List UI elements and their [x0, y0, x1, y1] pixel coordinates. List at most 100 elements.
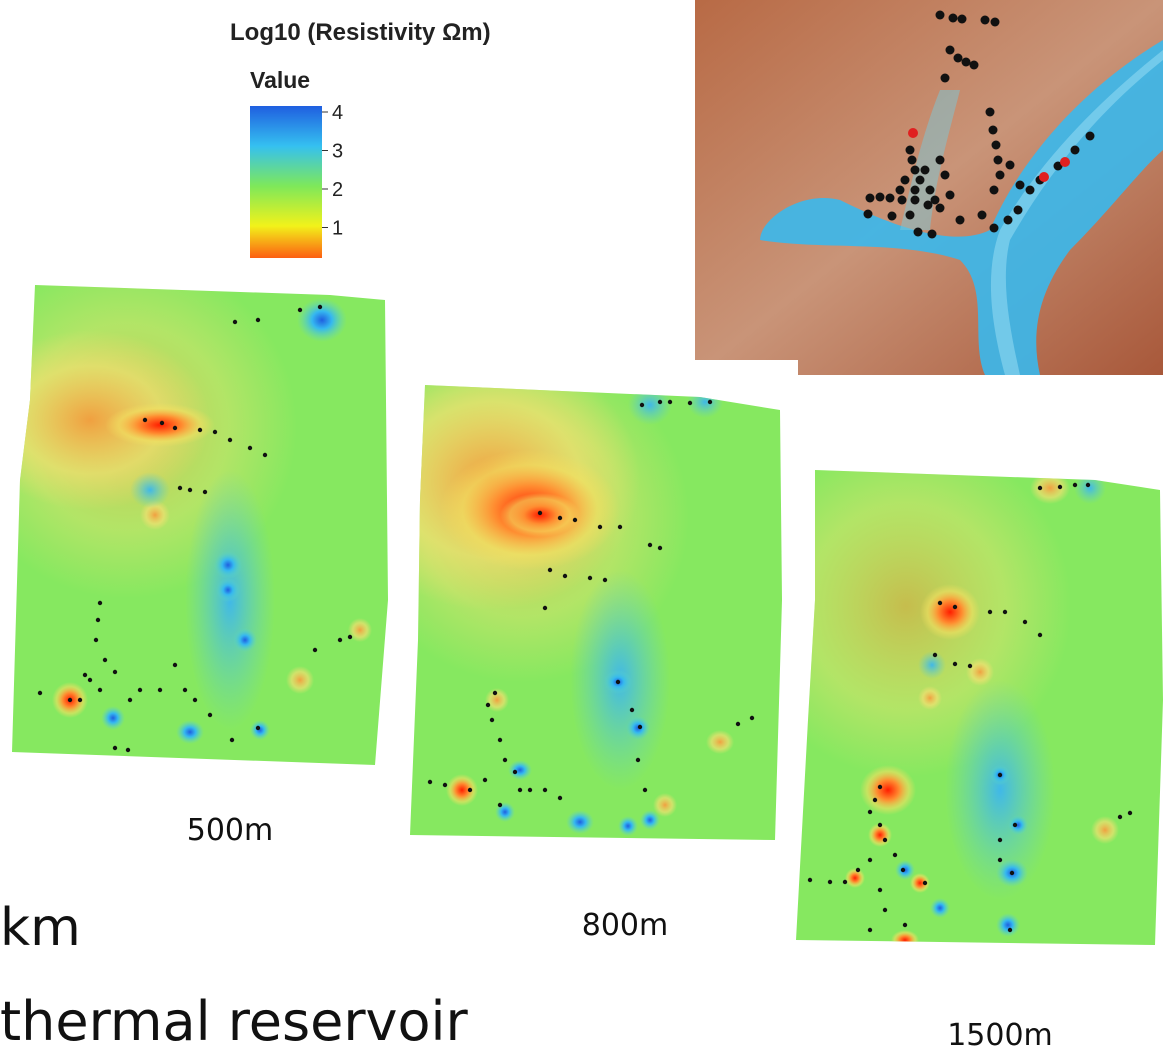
survey-point — [968, 664, 972, 668]
survey-point — [953, 662, 957, 666]
survey-point — [648, 543, 652, 547]
map-body — [0, 256, 392, 771]
survey-point — [138, 688, 142, 692]
survey-point — [956, 216, 965, 225]
survey-point — [158, 688, 162, 692]
color-bar — [250, 106, 322, 266]
survey-point — [1038, 633, 1042, 637]
survey-point — [1016, 181, 1025, 190]
legend-title: Log10 (Resistivity Ωm) — [230, 19, 491, 46]
survey-point — [538, 511, 542, 515]
survey-point — [630, 708, 634, 712]
survey-point — [931, 196, 940, 205]
survey-point — [736, 722, 740, 726]
survey-point — [896, 186, 905, 195]
survey-point — [941, 74, 950, 83]
anomaly — [860, 765, 916, 815]
survey-point — [989, 126, 998, 135]
anomaly — [966, 658, 994, 686]
survey-point — [936, 156, 945, 165]
survey-point — [1004, 216, 1013, 225]
survey-point — [298, 308, 302, 312]
survey-point — [998, 773, 1002, 777]
survey-point — [883, 838, 887, 842]
survey-point — [1026, 186, 1035, 195]
survey-point — [936, 11, 945, 20]
survey-point — [113, 746, 117, 750]
anomaly — [176, 720, 204, 744]
survey-point — [901, 176, 910, 185]
survey-point — [1086, 132, 1095, 141]
survey-point — [88, 678, 92, 682]
survey-point — [941, 171, 950, 180]
tick-label: 2 — [332, 179, 343, 201]
survey-point — [914, 228, 923, 237]
anomaly — [891, 930, 919, 950]
survey-point — [490, 718, 494, 722]
survey-point — [990, 186, 999, 195]
survey-point — [248, 446, 252, 450]
survey-point — [868, 928, 872, 932]
survey-point — [498, 738, 502, 742]
map-body — [741, 436, 1163, 950]
survey-point — [908, 156, 917, 165]
survey-point — [906, 146, 915, 155]
survey-point — [883, 908, 887, 912]
survey-point — [926, 186, 935, 195]
survey-point — [563, 574, 567, 578]
survey-point — [992, 141, 1001, 150]
survey-point — [688, 401, 692, 405]
survey-point — [228, 438, 232, 442]
survey-point — [598, 525, 602, 529]
survey-point — [338, 638, 342, 642]
survey-point — [543, 788, 547, 792]
survey-point — [1003, 610, 1007, 614]
depth-map: 500m — [0, 256, 392, 849]
survey-point — [643, 788, 647, 792]
survey-point — [143, 418, 147, 422]
survey-point — [938, 601, 942, 605]
survey-point — [256, 726, 260, 730]
survey-point — [658, 400, 662, 404]
survey-point — [906, 211, 915, 220]
survey-point — [988, 610, 992, 614]
survey-point — [443, 783, 447, 787]
anomaly — [233, 628, 257, 652]
anomaly — [446, 774, 478, 806]
depth-label: 800m — [582, 908, 668, 943]
slide: Log10 (Resistivity Ωm) Value 43210 500m8… — [0, 0, 1163, 1059]
survey-point — [173, 663, 177, 667]
survey-point — [173, 426, 177, 430]
anomaly — [101, 706, 125, 730]
survey-point — [103, 658, 107, 662]
survey-point — [901, 868, 905, 872]
tick-label: 4 — [332, 102, 343, 124]
survey-point — [990, 224, 999, 233]
survey-point — [1010, 871, 1014, 875]
anomaly — [918, 651, 946, 679]
survey-point — [558, 516, 562, 520]
survey-point — [313, 648, 317, 652]
survey-point — [126, 748, 130, 752]
legend-subtitle: Value — [250, 67, 310, 93]
survey-point — [233, 320, 237, 324]
survey-point — [933, 653, 937, 657]
survey-point — [981, 16, 990, 25]
survey-point — [954, 54, 963, 63]
tick-label: 3 — [332, 141, 343, 163]
survey-point — [618, 525, 622, 529]
survey-point — [750, 716, 754, 720]
survey-point — [888, 212, 897, 221]
survey-point — [893, 853, 897, 857]
survey-point — [203, 490, 207, 494]
anomaly — [996, 913, 1020, 937]
anomaly — [250, 720, 270, 740]
survey-point — [911, 166, 920, 175]
highlight-point — [1060, 157, 1070, 167]
survey-point — [868, 858, 872, 862]
survey-point — [916, 176, 925, 185]
survey-point — [160, 421, 164, 425]
survey-point — [903, 923, 907, 927]
